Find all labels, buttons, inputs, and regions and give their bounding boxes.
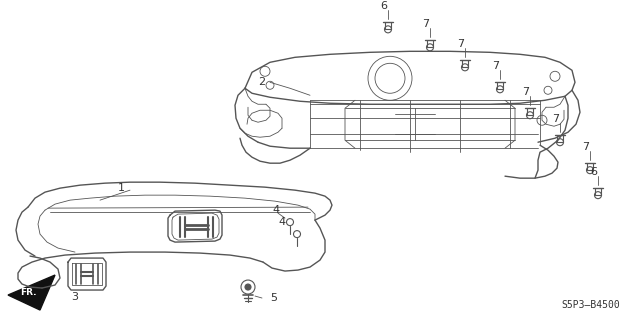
Text: 4: 4	[278, 217, 285, 227]
Polygon shape	[8, 275, 55, 310]
Text: 7: 7	[492, 61, 499, 71]
Text: FR.: FR.	[20, 287, 36, 297]
Text: 6: 6	[590, 167, 597, 177]
Text: 2: 2	[258, 77, 265, 87]
Text: 4: 4	[272, 205, 279, 215]
Text: 6: 6	[380, 1, 387, 11]
Text: 7: 7	[422, 19, 429, 29]
Text: 7: 7	[552, 114, 559, 124]
Text: 7: 7	[582, 142, 589, 152]
Text: 7: 7	[457, 39, 464, 49]
Text: 7: 7	[522, 87, 529, 97]
Text: 5: 5	[270, 293, 277, 303]
Text: 3: 3	[72, 292, 79, 302]
Text: S5P3—B4500: S5P3—B4500	[561, 300, 620, 310]
Text: 1: 1	[118, 183, 125, 193]
Circle shape	[245, 284, 251, 290]
